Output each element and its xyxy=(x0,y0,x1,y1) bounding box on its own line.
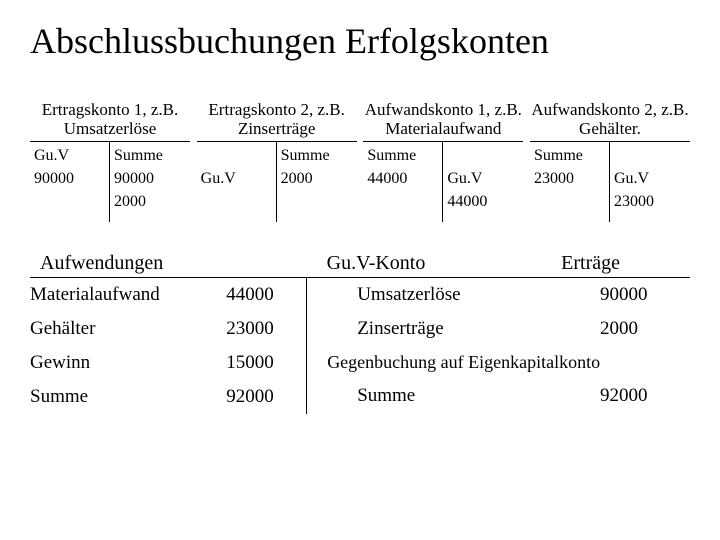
page-title: Abschlussbuchungen Erfolgskonten xyxy=(30,20,690,62)
guv-row: Gehälter 23000 xyxy=(30,312,296,346)
cell xyxy=(201,144,272,167)
guv-label: Umsatzerlöse xyxy=(327,284,600,306)
account-title: Ertragskonto 2, z.B. Zinserträge xyxy=(197,82,357,142)
account-credit-col: Gu.V 23000 xyxy=(610,142,690,222)
cell: Gu.V xyxy=(447,167,519,190)
guv-value: 92000 xyxy=(226,386,296,408)
cell: 44000 xyxy=(447,190,519,213)
guv-row: Gewinn 15000 xyxy=(30,346,296,380)
t-account-2: Ertragskonto 2, z.B. Zinserträge Gu.V Su… xyxy=(197,82,357,222)
t-account-4: Aufwandskonto 2, z.B. Gehälter. Summe 23… xyxy=(530,82,690,222)
guv-header-left: Aufwendungen xyxy=(40,252,296,275)
guv-header-center: Gu.V-Konto xyxy=(296,252,456,275)
cell: Gu.V xyxy=(201,167,272,190)
guv-label: Zinserträge xyxy=(327,318,600,340)
account-debit-col: Summe 23000 xyxy=(530,142,610,222)
guv-row: Umsatzerlöse 90000 xyxy=(327,278,690,312)
guv-label: Summe xyxy=(327,385,600,407)
guv-label: Gewinn xyxy=(30,352,226,374)
guv-value: 44000 xyxy=(226,284,296,306)
cell: Summe xyxy=(114,144,186,167)
guv-label: Gegenbuchung auf Eigenkapitalkonto xyxy=(327,352,690,373)
account-debit-col: Gu.V 90000 xyxy=(30,142,110,222)
guv-value: 90000 xyxy=(600,284,690,306)
account-title: Aufwandskonto 2, z.B. Gehälter. xyxy=(530,82,690,142)
cell: 23000 xyxy=(534,167,605,190)
cell: Gu.V xyxy=(614,167,686,190)
account-debit-col: Summe 44000 xyxy=(363,142,443,222)
guv-value: 23000 xyxy=(226,318,296,340)
guv-label: Materialaufwand xyxy=(30,284,226,306)
account-title: Aufwandskonto 1, z.B. Materialaufwand xyxy=(363,82,523,142)
cell: 2000 xyxy=(281,167,353,190)
guv-credit-col: Umsatzerlöse 90000 Zinserträge 2000 Gege… xyxy=(307,278,690,414)
guv-debit-col: Materialaufwand 44000 Gehälter 23000 Gew… xyxy=(30,278,307,414)
guv-row: Zinserträge 2000 xyxy=(327,312,690,346)
guv-account: Aufwendungen Gu.V-Konto Erträge Material… xyxy=(30,252,690,414)
account-title: Ertragskonto 1, z.B. Umsatzerlöse xyxy=(30,82,190,142)
t-account-1: Ertragskonto 1, z.B. Umsatzerlöse Gu.V 9… xyxy=(30,82,190,222)
cell: Summe xyxy=(534,144,605,167)
account-debit-col: Gu.V xyxy=(197,142,277,222)
guv-value: 15000 xyxy=(226,352,296,374)
guv-row: Gegenbuchung auf Eigenkapitalkonto xyxy=(327,346,690,379)
guv-header-right: Erträge xyxy=(456,252,680,275)
cell: Summe xyxy=(367,144,438,167)
guv-row: Materialaufwand 44000 xyxy=(30,278,296,312)
account-credit-col: Summe 2000 xyxy=(277,142,357,222)
guv-header: Aufwendungen Gu.V-Konto Erträge xyxy=(30,252,690,278)
t-accounts-row: Ertragskonto 1, z.B. Umsatzerlöse Gu.V 9… xyxy=(30,82,690,222)
guv-row: Summe 92000 xyxy=(327,379,690,413)
cell xyxy=(447,144,519,167)
guv-label: Summe xyxy=(30,386,226,408)
cell: 2000 xyxy=(114,190,186,213)
cell: 44000 xyxy=(367,167,438,190)
cell: Gu.V xyxy=(34,144,105,167)
cell: 90000 xyxy=(114,167,186,190)
guv-value: 92000 xyxy=(600,385,690,407)
t-account-3: Aufwandskonto 1, z.B. Materialaufwand Su… xyxy=(363,82,523,222)
account-credit-col: Summe 90000 2000 xyxy=(110,142,190,222)
cell: 90000 xyxy=(34,167,105,190)
cell: 23000 xyxy=(614,190,686,213)
guv-value: 2000 xyxy=(600,318,690,340)
guv-label: Gehälter xyxy=(30,318,226,340)
guv-row: Summe 92000 xyxy=(30,380,296,414)
cell xyxy=(614,144,686,167)
cell: Summe xyxy=(281,144,353,167)
account-credit-col: Gu.V 44000 xyxy=(443,142,523,222)
